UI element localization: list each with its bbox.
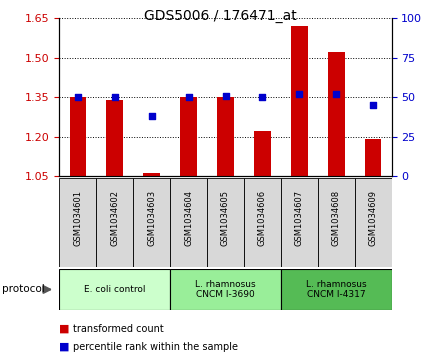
Point	[74, 94, 81, 100]
Text: GSM1034601: GSM1034601	[73, 190, 82, 246]
Text: percentile rank within the sample: percentile rank within the sample	[73, 342, 238, 352]
Bar	[133, 178, 170, 267]
Text: L. rhamnosus
CNCM I-4317: L. rhamnosus CNCM I-4317	[306, 280, 367, 299]
Text: transformed count: transformed count	[73, 323, 163, 334]
Point	[296, 91, 303, 97]
Point	[185, 94, 192, 100]
Text: ■: ■	[59, 342, 70, 352]
Text: GDS5006 / 176471_at: GDS5006 / 176471_at	[143, 9, 297, 23]
Text: GSM1034604: GSM1034604	[184, 190, 193, 246]
Point	[148, 113, 155, 119]
Bar	[328, 52, 345, 176]
Text: protocol: protocol	[2, 285, 45, 294]
Bar	[207, 178, 244, 267]
Text: E. coli control: E. coli control	[84, 285, 146, 294]
Bar	[96, 178, 133, 267]
Bar	[217, 97, 234, 176]
Bar	[180, 97, 197, 176]
Point	[222, 93, 229, 98]
Bar	[170, 269, 281, 310]
Bar	[106, 100, 123, 176]
Bar	[59, 178, 96, 267]
Text: GSM1034607: GSM1034607	[295, 190, 304, 246]
Bar	[170, 178, 207, 267]
Text: GSM1034605: GSM1034605	[221, 190, 230, 246]
Point	[333, 91, 340, 97]
Bar	[318, 178, 355, 267]
Bar	[143, 174, 160, 176]
Bar	[281, 269, 392, 310]
Point	[370, 102, 377, 108]
Point	[111, 94, 118, 100]
Text: ■: ■	[59, 323, 70, 334]
Bar	[281, 178, 318, 267]
Bar	[70, 97, 86, 176]
Bar	[244, 178, 281, 267]
Text: GSM1034603: GSM1034603	[147, 190, 156, 246]
Bar	[59, 269, 170, 310]
Bar	[365, 139, 381, 176]
Bar	[291, 26, 308, 176]
Text: GSM1034602: GSM1034602	[110, 190, 119, 246]
Text: GSM1034606: GSM1034606	[258, 190, 267, 246]
Bar	[254, 131, 271, 176]
Text: GSM1034608: GSM1034608	[332, 190, 341, 246]
Bar	[355, 178, 392, 267]
Text: GSM1034609: GSM1034609	[369, 190, 378, 246]
Text: L. rhamnosus
CNCM I-3690: L. rhamnosus CNCM I-3690	[195, 280, 256, 299]
Point	[259, 94, 266, 100]
